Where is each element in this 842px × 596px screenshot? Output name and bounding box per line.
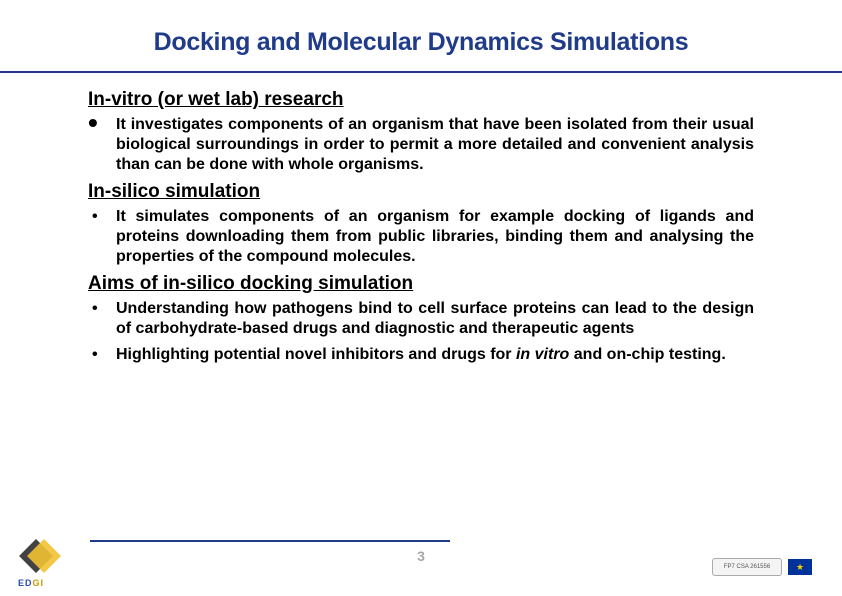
list-item: Highlighting potential novel inhibitors … (88, 345, 754, 365)
slide: Docking and Molecular Dynamics Simulatio… (0, 0, 842, 596)
section-heading: Aims of in-silico docking simulation (88, 273, 754, 295)
eu-flag-icon: ★ (788, 559, 812, 575)
list-item-text: and on-chip testing. (569, 346, 725, 363)
list-item-text: Highlighting potential novel inhibitors … (116, 346, 516, 363)
bullet-list: It investigates components of an organis… (88, 115, 754, 175)
logo-text-yellow: GI (33, 578, 45, 588)
title-underline (0, 71, 842, 73)
edgi-logo: EDGI (18, 544, 68, 588)
list-item: It investigates components of an organis… (88, 115, 754, 175)
footer-underline (90, 540, 450, 542)
list-item: It simulates components of an organism f… (88, 207, 754, 267)
bullet-list: Understanding how pathogens bind to cell… (88, 299, 754, 365)
list-item-italic: in vitro (516, 346, 569, 363)
section-heading: In-silico simulation (88, 181, 754, 203)
logo-text: EDGI (18, 578, 44, 588)
footer-right-logos: FP7 CSA 261556 ★ (712, 558, 812, 576)
logo-text-blue: ED (18, 578, 33, 588)
slide-content: In-vitro (or wet lab) research It invest… (48, 89, 794, 365)
list-item: Understanding how pathogens bind to cell… (88, 299, 754, 339)
section-heading: In-vitro (or wet lab) research (88, 89, 754, 111)
slide-title: Docking and Molecular Dynamics Simulatio… (48, 28, 794, 57)
bullet-list: It simulates components of an organism f… (88, 207, 754, 267)
fp7-badge: FP7 CSA 261556 (712, 558, 782, 576)
